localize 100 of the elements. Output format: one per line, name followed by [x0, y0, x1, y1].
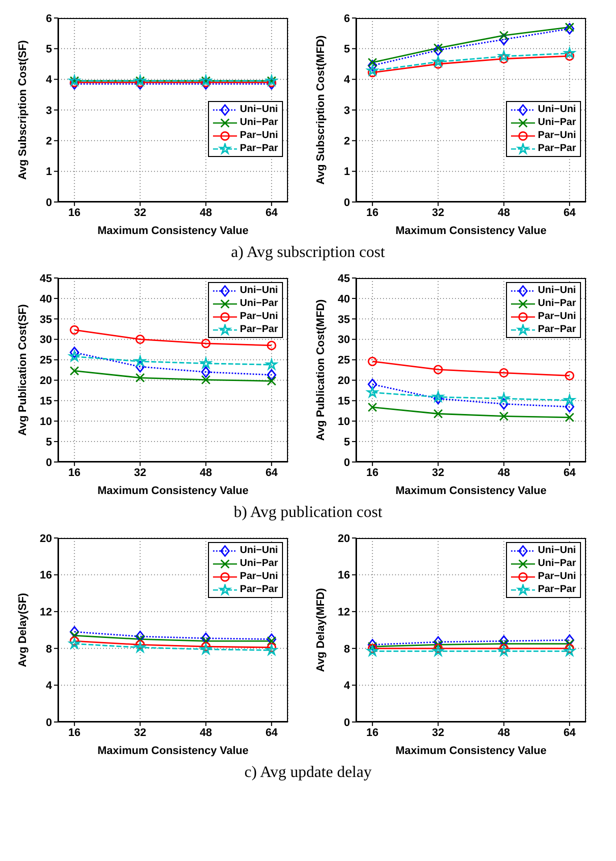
- y-tick-label: 12: [40, 606, 52, 619]
- x-tick-label: 32: [432, 466, 444, 479]
- point: [266, 636, 276, 646]
- y-axis-title: Avg Delay(SF): [16, 592, 29, 668]
- point: [499, 34, 509, 46]
- y-tick-label: 35: [338, 314, 350, 326]
- x-tick-label: 48: [200, 206, 212, 219]
- x-tick-label: 16: [366, 466, 379, 479]
- point: [433, 43, 443, 53]
- point: [433, 392, 443, 404]
- y-tick-label: 45: [40, 272, 52, 285]
- point: [201, 632, 211, 644]
- x-tick-label: 64: [265, 206, 279, 219]
- x-tick-label: 16: [366, 726, 379, 739]
- point: [70, 325, 80, 335]
- x-tick-label: 16: [68, 726, 81, 739]
- y-tick-label: 0: [344, 716, 350, 729]
- point: [266, 634, 276, 645]
- x-tick-label: 64: [563, 206, 577, 219]
- legend-label: Par−Par: [538, 143, 576, 154]
- x-tick-label: 48: [498, 726, 510, 739]
- legend-label: Par−Par: [538, 324, 576, 335]
- y-tick-label: 20: [338, 532, 350, 545]
- x-tick-label: 16: [68, 206, 81, 219]
- y-tick-label: 8: [344, 643, 350, 656]
- point: [68, 350, 80, 362]
- text: c) Avg update delay: [243, 764, 373, 782]
- point: [135, 630, 145, 642]
- point: [498, 50, 510, 62]
- legend-label: Par−Uni: [240, 130, 278, 141]
- legend-label: Uni−Par: [240, 117, 278, 128]
- point: [70, 366, 80, 376]
- y-tick-label: 4: [46, 680, 53, 692]
- y-tick-label: 3: [46, 104, 52, 117]
- y-tick-label: 16: [40, 570, 52, 582]
- legend-label: Par−Uni: [538, 311, 576, 322]
- point: [564, 401, 574, 412]
- legend-label: Uni−Uni: [240, 545, 278, 556]
- y-tick-label: 5: [46, 436, 52, 448]
- y-tick-label: 0: [344, 456, 350, 469]
- point: [368, 356, 378, 366]
- legend-label: Par−Par: [538, 584, 576, 595]
- x-tick-label: 64: [265, 466, 279, 479]
- x-tick-label: 64: [563, 466, 577, 479]
- point: [135, 373, 145, 382]
- point: [201, 375, 211, 385]
- point: [564, 371, 574, 380]
- y-axis-title: Avg Publication Cost(MFD): [314, 298, 327, 441]
- y-tick-label: 2: [344, 136, 350, 148]
- point: [368, 402, 378, 412]
- y-tick-label: 4: [344, 680, 351, 692]
- y-axis-title: Avg Subscription Cost(SF): [16, 40, 29, 180]
- x-axis-title: Maximum Consistency Value: [396, 485, 546, 497]
- x-tick-label: 32: [134, 466, 146, 479]
- point: [368, 60, 378, 72]
- y-tick-label: 20: [40, 375, 52, 388]
- y-tick-label: 0: [46, 716, 52, 729]
- x-tick-label: 48: [200, 726, 212, 739]
- point: [200, 358, 212, 368]
- legend-label: Uni−Par: [240, 298, 278, 309]
- y-tick-label: 35: [40, 314, 52, 326]
- x-tick-label: 32: [432, 206, 444, 219]
- x-axis-title: Maximum Consistency Value: [396, 225, 546, 237]
- y-tick-label: 40: [40, 293, 52, 306]
- legend-label: Uni−Par: [538, 558, 576, 569]
- y-tick-label: 5: [46, 44, 52, 56]
- point: [433, 364, 443, 374]
- y-tick-label: 15: [40, 396, 52, 408]
- point: [499, 398, 509, 410]
- x-axis-title: Maximum Consistency Value: [98, 225, 248, 237]
- point: [266, 340, 276, 350]
- y-tick-label: 20: [40, 532, 52, 545]
- x-tick-label: 32: [134, 206, 146, 219]
- point: [201, 366, 211, 378]
- point: [433, 409, 443, 418]
- y-tick-label: 0: [46, 456, 52, 469]
- x-tick-label: 32: [432, 726, 444, 739]
- y-tick-label: 1: [344, 166, 350, 178]
- y-tick-label: 10: [40, 416, 52, 428]
- text: a) Avg subscription cost: [230, 244, 386, 262]
- point: [564, 412, 574, 422]
- point: [564, 48, 576, 58]
- x-tick-label: 32: [134, 726, 146, 739]
- point: [68, 638, 80, 649]
- x-tick-label: 16: [366, 206, 379, 219]
- y-tick-label: 5: [344, 44, 350, 56]
- y-tick-label: 8: [46, 643, 52, 656]
- y-tick-label: 20: [338, 375, 350, 388]
- y-tick-label: 6: [344, 12, 350, 25]
- point: [432, 56, 444, 67]
- legend-label: Uni−Uni: [538, 545, 576, 556]
- x-axis-title: Maximum Consistency Value: [98, 485, 248, 497]
- x-tick-label: 48: [200, 466, 212, 479]
- x-axis-title: Maximum Consistency Value: [98, 745, 248, 757]
- point: [432, 391, 444, 402]
- y-tick-label: 1: [46, 166, 52, 178]
- point: [499, 368, 509, 378]
- legend-label: Uni−Uni: [240, 104, 278, 115]
- legend-label: Par−Par: [240, 324, 278, 335]
- legend-label: Par−Par: [240, 584, 278, 595]
